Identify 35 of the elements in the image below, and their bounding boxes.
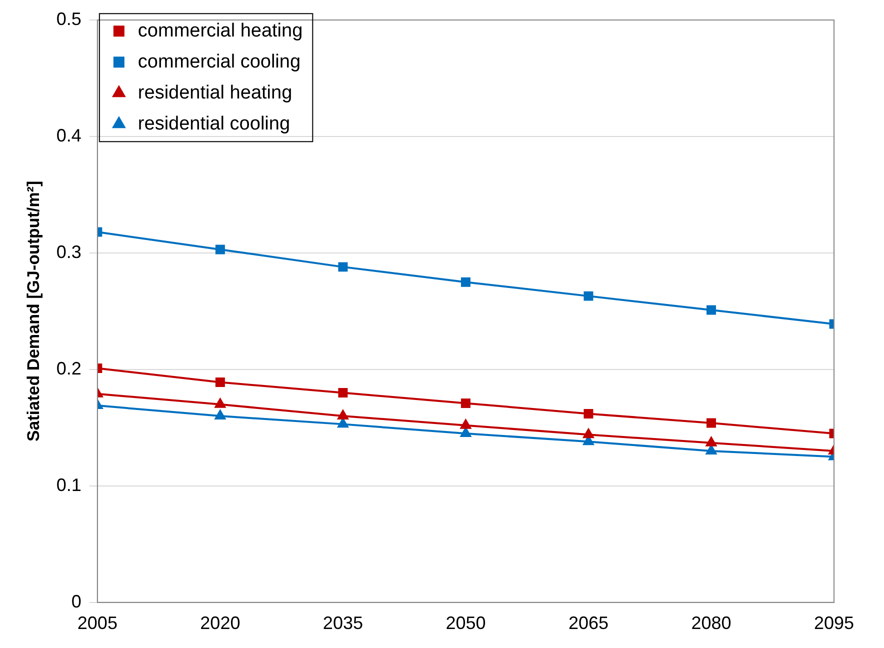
y-tick-label: 0.3 — [56, 242, 82, 262]
point — [338, 262, 348, 272]
point — [214, 398, 226, 408]
point — [460, 398, 470, 408]
point — [584, 408, 594, 418]
y-tick-label: 0.2 — [56, 358, 82, 378]
legend-label: residential cooling — [138, 113, 290, 134]
y-tick-label: 0 — [71, 591, 82, 612]
x-tick-label: 2005 — [77, 613, 118, 634]
point — [337, 410, 349, 420]
point — [215, 244, 225, 254]
legend-label: commercial heating — [138, 20, 303, 42]
x-tick-label: 2020 — [200, 613, 240, 634]
point — [706, 305, 716, 315]
point — [214, 410, 226, 420]
x-tick-label: 2050 — [446, 613, 486, 634]
legend-label: residential heating — [138, 82, 292, 104]
y-tick-label: 0.5 — [56, 8, 82, 29]
point — [582, 428, 594, 438]
point — [460, 418, 472, 429]
y-axis-title: Satiated Demand [GJ-output/m²] — [24, 180, 43, 442]
x-tick-label: 2035 — [322, 613, 363, 634]
x-tick-label: 2095 — [814, 613, 854, 634]
point — [706, 436, 717, 446]
legend-label: commercial cooling — [138, 51, 301, 72]
y-tick-label: 0.4 — [56, 125, 82, 146]
y-tick-label: 0.1 — [56, 474, 82, 495]
point — [584, 291, 594, 301]
point — [338, 388, 348, 398]
point — [460, 277, 470, 287]
x-tick-label: 2065 — [568, 613, 608, 634]
x-tick-label: 2080 — [691, 613, 732, 634]
point — [460, 427, 472, 438]
point — [215, 378, 225, 387]
point — [706, 418, 716, 428]
